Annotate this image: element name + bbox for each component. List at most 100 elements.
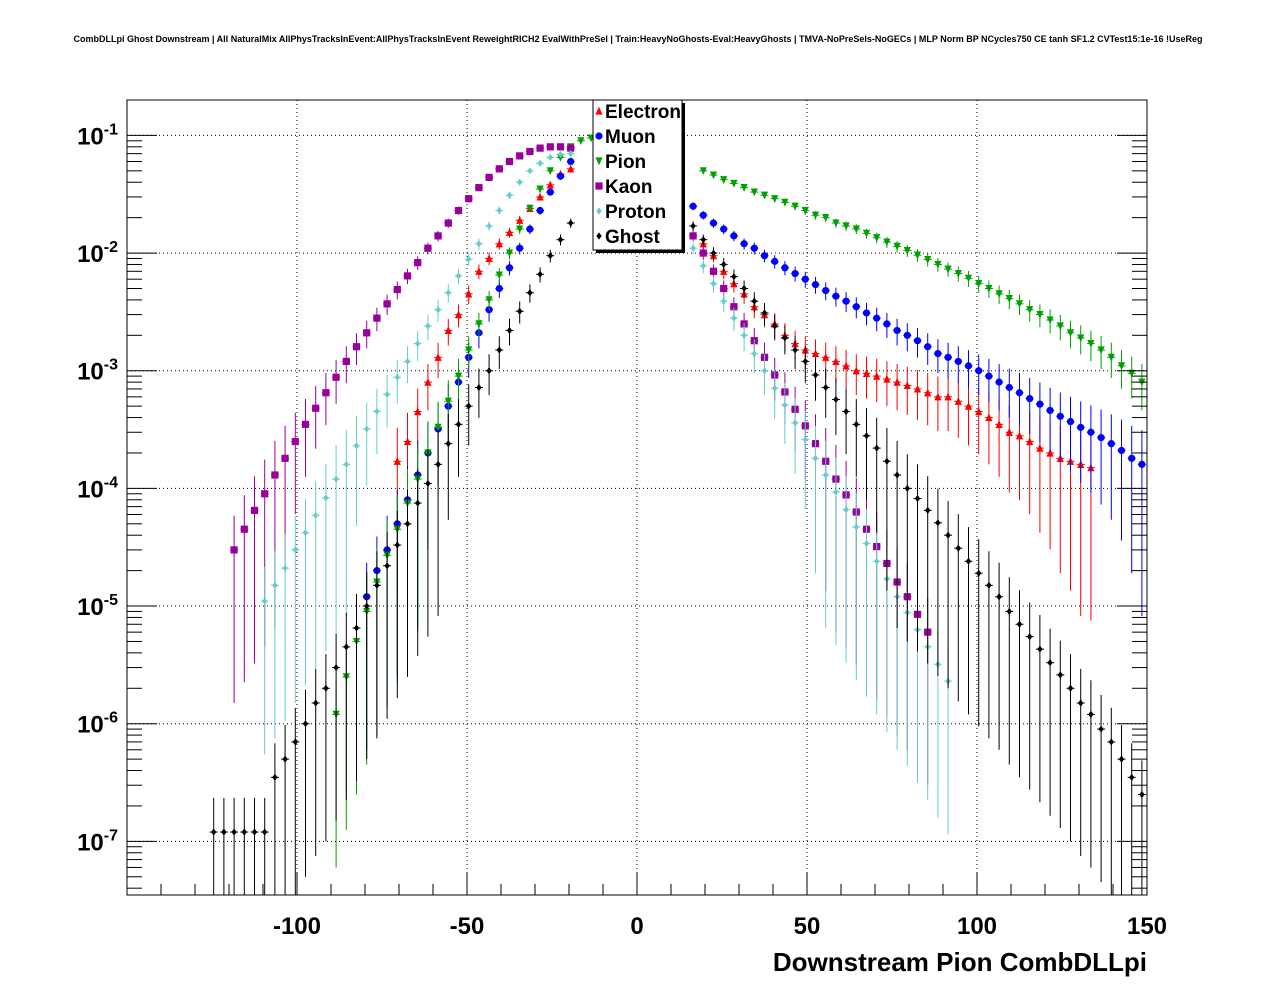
data-point-ghost (914, 494, 921, 503)
data-point-kaon (567, 144, 575, 152)
data-point-pion (1117, 362, 1126, 371)
data-point-electron (924, 388, 932, 397)
data-point-ghost (415, 499, 421, 507)
data-point-kaon (730, 303, 738, 311)
data-point-pion (699, 167, 707, 176)
data-point-ghost (231, 828, 237, 836)
series-kaon (230, 143, 932, 786)
data-point-electron (444, 326, 452, 335)
data-point-kaon (536, 144, 544, 152)
data-point-muon (526, 225, 534, 233)
data-point-electron (842, 361, 850, 370)
data-point-muon (995, 378, 1003, 386)
series-pion (332, 134, 1146, 868)
data-point-electron (873, 371, 881, 380)
data-point-kaon (485, 173, 493, 181)
data-point-proton (313, 511, 319, 519)
data-point-kaon (240, 525, 248, 533)
legend-box (592, 99, 683, 251)
data-point-ghost (323, 684, 329, 692)
data-point-muon (913, 337, 922, 345)
data-point-pion (1077, 334, 1085, 343)
data-point-ghost (1006, 607, 1012, 616)
data-point-ghost (772, 322, 778, 330)
data-point-kaon (322, 389, 330, 397)
data-point-muon (699, 211, 707, 219)
data-point-ghost (1108, 738, 1114, 746)
data-point-electron (1046, 448, 1054, 457)
data-series (209, 134, 1146, 895)
data-point-pion (760, 191, 769, 200)
data-point-electron (832, 357, 840, 366)
series-electron (393, 164, 1095, 621)
data-point-kaon (709, 267, 718, 275)
data-point-ghost (1088, 710, 1094, 718)
data-point-proton (802, 435, 808, 444)
data-point-ghost (935, 519, 941, 527)
data-point-ghost (1037, 645, 1043, 653)
data-point-pion (1015, 300, 1024, 309)
data-point-muon (873, 314, 881, 322)
x-tick-label: 0 (630, 913, 643, 940)
data-point-muon (516, 244, 524, 252)
data-point-kaon (271, 471, 279, 479)
data-point-kaon (261, 490, 269, 498)
data-point-muon (862, 309, 871, 317)
data-point-electron (505, 228, 514, 236)
data-point-ghost (1057, 671, 1063, 679)
data-point-pion (740, 184, 748, 192)
data-point-ghost (353, 624, 360, 632)
data-point-muon (567, 157, 575, 166)
data-point-muon (1077, 423, 1085, 431)
data-point-electron (1026, 437, 1034, 446)
data-point-ghost (517, 307, 523, 315)
data-point-kaon (332, 373, 340, 381)
data-point-ghost (333, 663, 339, 672)
data-point-muon (893, 326, 901, 335)
data-point-muon (903, 331, 911, 339)
data-point-kaon (383, 300, 391, 308)
data-point-ghost (710, 249, 717, 257)
data-point-electron (424, 377, 432, 386)
data-point-ghost (1118, 755, 1125, 763)
data-point-muon (791, 269, 799, 278)
data-point-pion (903, 246, 911, 255)
legend-label-kaon: Kaon (605, 177, 653, 198)
y-tick-label: 10-4 (77, 474, 118, 503)
data-point-electron (393, 457, 401, 465)
data-point-proton (323, 494, 329, 502)
data-point-pion (475, 320, 483, 329)
data-point-ghost (445, 440, 451, 448)
data-point-proton (557, 150, 564, 158)
data-point-electron (1015, 431, 1024, 440)
data-point-muon (1087, 428, 1095, 436)
data-point-proton (292, 546, 298, 554)
data-point-electron (862, 369, 871, 377)
data-point-ghost (833, 395, 839, 404)
data-point-ghost (557, 236, 564, 244)
data-point-electron (485, 254, 493, 263)
data-point-muon (924, 343, 932, 351)
data-point-electron (454, 310, 463, 319)
legend-label-ghost: Ghost (605, 227, 661, 248)
data-point-proton (792, 419, 798, 427)
data-point-electron (964, 401, 973, 410)
data-point-muon (811, 280, 820, 289)
data-point-pion (750, 188, 758, 197)
data-point-pion (577, 137, 585, 146)
legend-marker-ghost (596, 232, 602, 240)
data-point-electron (903, 381, 911, 390)
data-point-proton (476, 240, 482, 248)
data-point-ghost (1027, 632, 1033, 641)
legend-label-electron: Electron (605, 102, 681, 123)
data-point-muon (832, 292, 840, 300)
data-point-ghost (1139, 790, 1145, 799)
data-point-proton (812, 454, 819, 462)
data-point-ghost (486, 367, 492, 375)
data-point-ghost (965, 557, 972, 565)
data-point-muon (689, 202, 697, 210)
data-point-pion (781, 198, 789, 207)
data-point-muon (709, 219, 718, 227)
data-point-muon (883, 320, 891, 328)
